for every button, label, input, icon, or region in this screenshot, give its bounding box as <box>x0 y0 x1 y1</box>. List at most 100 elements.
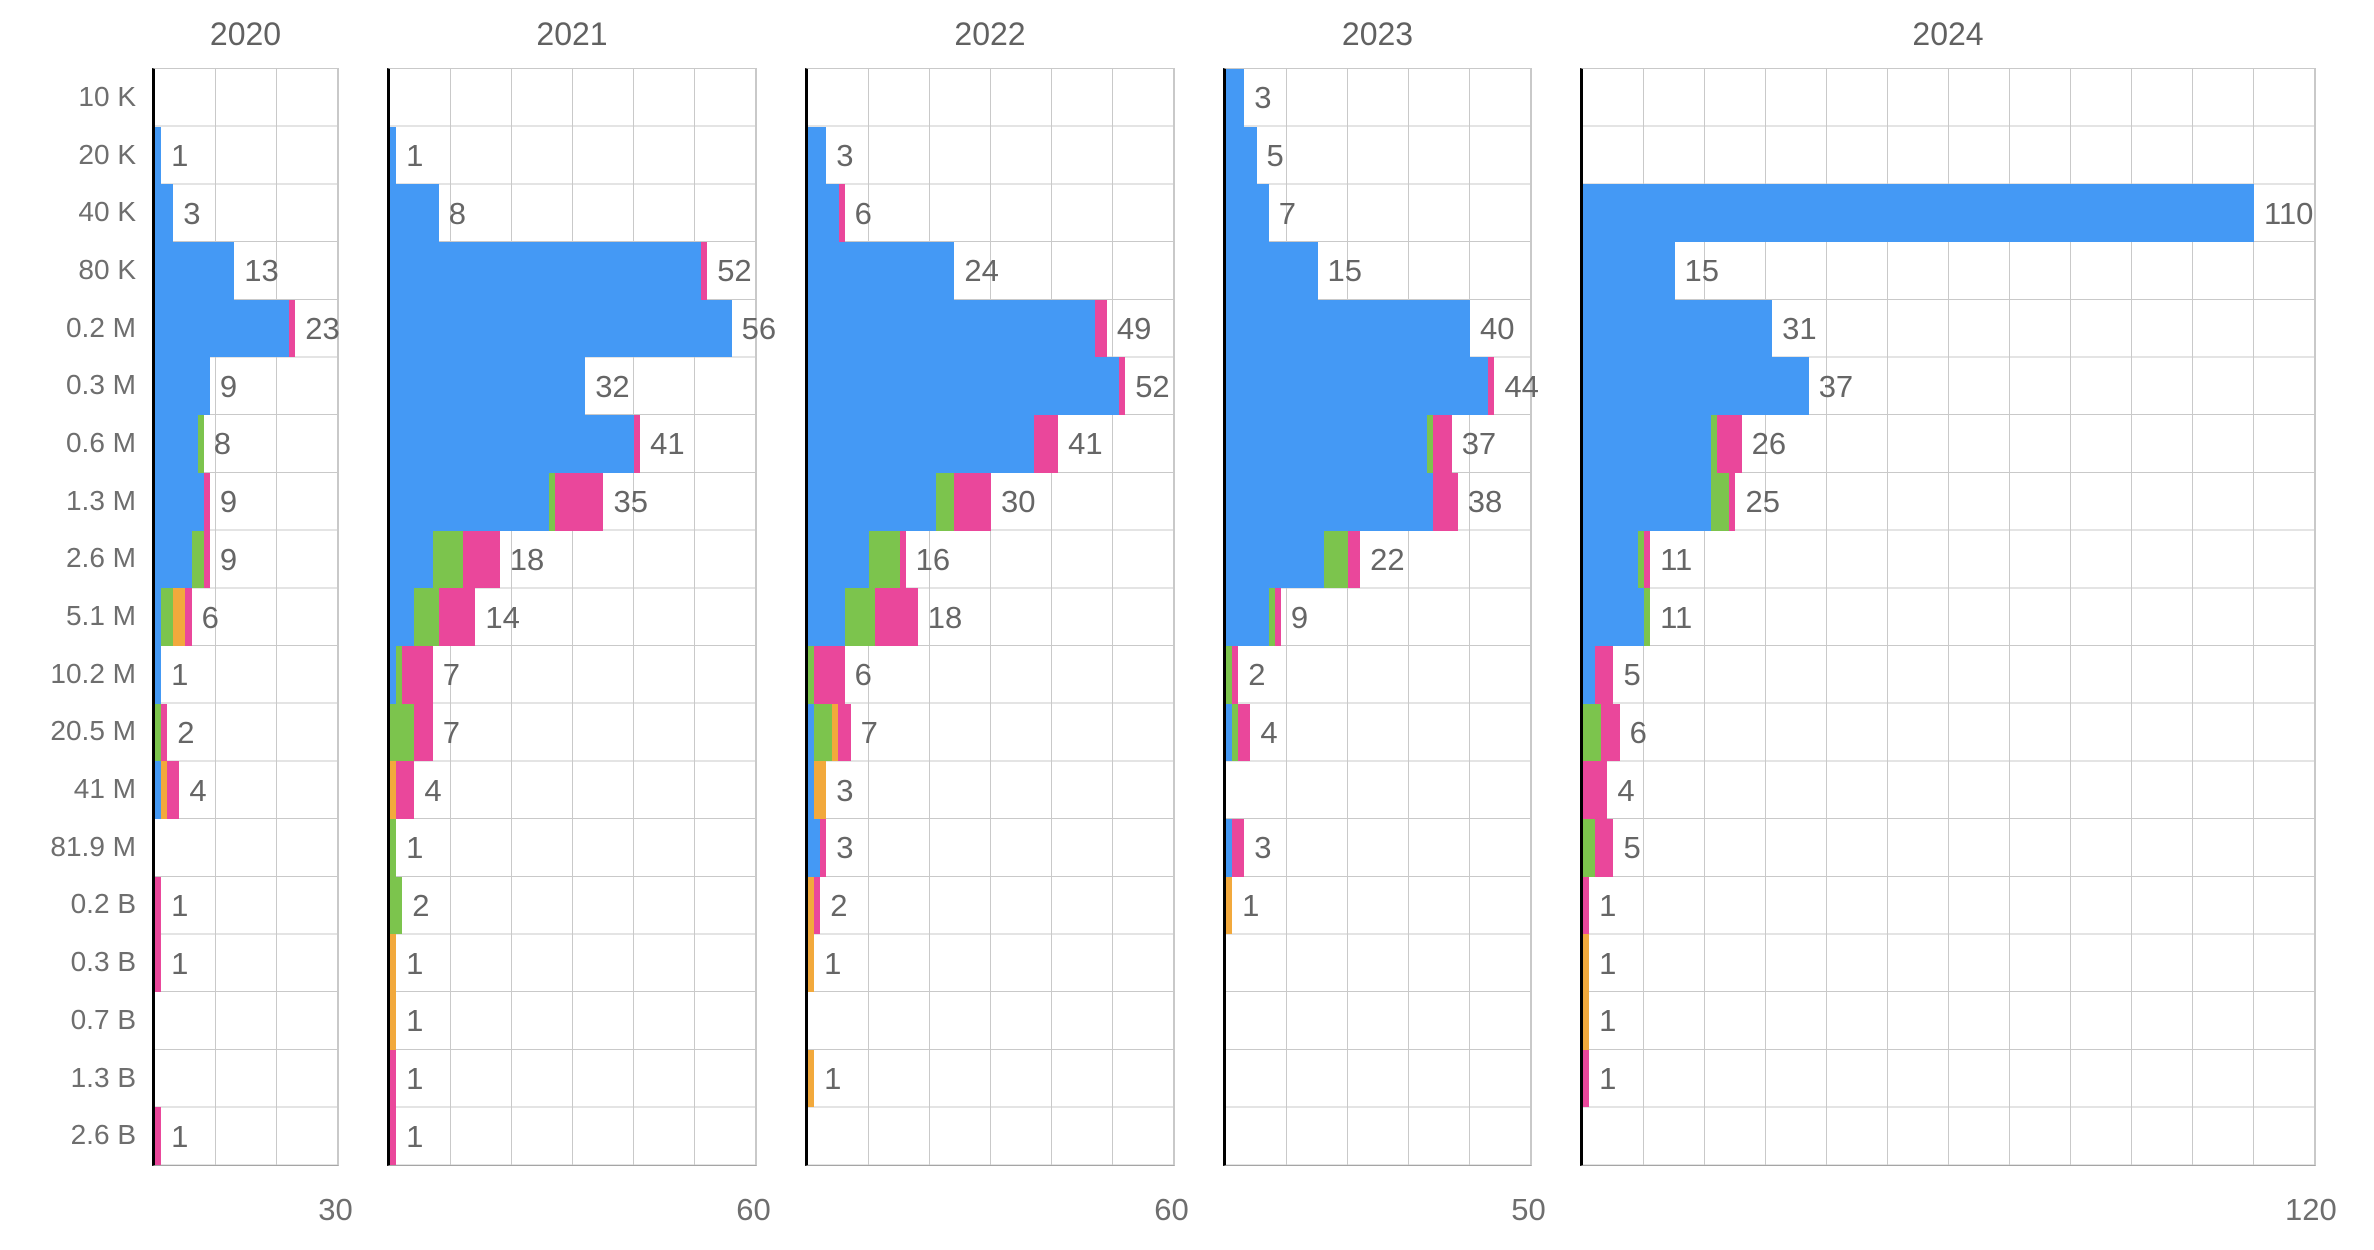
bar-segment-pink <box>1583 1049 1590 1108</box>
bar-segment-orange <box>832 703 839 762</box>
bar-segment-green <box>1427 415 1434 473</box>
bar-row <box>1583 127 2315 185</box>
bar-segment-blue <box>1226 703 1233 762</box>
y-axis-label: 0.2 B <box>70 888 136 920</box>
bar-segment-pink <box>820 818 827 877</box>
bar-value-label: 1 <box>406 830 424 866</box>
bar-row <box>155 1050 338 1108</box>
panel-title: 2021 <box>536 16 608 52</box>
bar-row: 3 <box>155 184 338 243</box>
bar-segment-blue <box>1226 818 1233 877</box>
panel-title: 2020 <box>209 16 282 52</box>
bar-value-label: 1 <box>406 138 424 174</box>
x-axis: 60 <box>387 1166 770 1230</box>
bar-value-label: 13 <box>244 253 279 289</box>
bar-value-label: 22 <box>1370 541 1405 577</box>
x-axis: 30 <box>152 1166 352 1230</box>
bar-row: 31 <box>1583 299 2315 358</box>
bar-segment-blue <box>808 530 869 589</box>
bar-segment-pink <box>1717 415 1742 473</box>
bar-row <box>390 69 756 127</box>
bar-segment-orange <box>814 761 827 819</box>
bar-value-label: 31 <box>1782 311 1817 347</box>
bar-row: 1 <box>155 1107 338 1166</box>
bar-segment-orange <box>1226 876 1233 935</box>
bar-row: 1 <box>1583 934 2315 992</box>
bar-row: 13 <box>155 242 338 300</box>
bar-row <box>1226 1107 1531 1165</box>
bar-row: 1 <box>808 934 1174 992</box>
bar-row: 18 <box>808 588 1174 646</box>
bar-segment-pink <box>1488 357 1495 416</box>
bar-segment-orange <box>173 588 186 646</box>
panel-title: 2022 <box>954 16 1026 52</box>
bar-value-label: 7 <box>442 657 460 693</box>
bar-value-label: 15 <box>1684 253 1719 289</box>
bar-row: 1 <box>390 934 756 992</box>
bar-value-label: 8 <box>448 195 467 231</box>
y-axis-labels: 10 K 20 K 40 K 80 K 0.2 M 0.3 M 0.6 M 1.3 M 2.6 … <box>0 0 152 1164</box>
bar-segment-green <box>414 588 439 646</box>
bar-value-label: 4 <box>189 772 207 808</box>
x-axis: 60 <box>805 1166 1188 1230</box>
bar-row: 18 <box>390 530 756 589</box>
bar-row: 4 <box>390 761 756 819</box>
bar-segment-pink <box>634 415 641 473</box>
bar-value-label: 8 <box>213 426 232 462</box>
bar-segment-blue <box>390 299 732 358</box>
x-axis: 50 <box>1223 1166 1545 1230</box>
bar-segment-blue <box>390 126 397 185</box>
bar-segment-blue <box>808 242 955 300</box>
bar-row: 8 <box>155 415 338 473</box>
panel-2020: 2020 1 3 13 23 9 8 9 9 6 1 2 4 1 1 1 30 <box>152 0 353 1230</box>
bar-segment-pink <box>390 1107 397 1166</box>
plot-area-2021: 1 8 52 56 32 41 35 18 14 7 7 4 1 2 1 1 1 1 <box>387 68 776 1167</box>
bar-segment-pink <box>701 242 708 300</box>
bar-row: 41 <box>390 415 756 473</box>
bar-segment-pink <box>203 472 210 531</box>
bar-segment-green <box>390 818 397 877</box>
bar-value-label: 23 <box>305 311 340 347</box>
bar-segment-pink <box>396 761 415 819</box>
bar-row: 11 <box>1583 588 2315 646</box>
bar-row: 1 <box>155 645 338 704</box>
plot-area-2024: 110 15 31 37 26 25 11 11 5 6 4 5 1 1 1 1 <box>1580 68 2316 1167</box>
bar-row: 22 <box>1226 530 1531 589</box>
bar-value-label: 1 <box>1599 1061 1617 1097</box>
bar-value-label: 18 <box>509 541 545 577</box>
y-axis-label: 41 M <box>73 773 136 805</box>
bar-row: 40 <box>1226 299 1531 358</box>
bar-value-label: 1 <box>824 1061 842 1097</box>
bar-segment-orange <box>808 934 815 992</box>
bar-row: 15 <box>1226 242 1531 300</box>
bar-segment-green <box>1711 472 1730 531</box>
bar-segment-pink <box>414 703 433 762</box>
bar-segment-pink <box>1238 703 1251 762</box>
bar-row: 30 <box>808 472 1174 531</box>
bar-value-label: 4 <box>424 772 442 808</box>
bar-segment-blue <box>1226 126 1257 185</box>
bar-segment-blue <box>155 761 162 819</box>
bar-value-label: 2 <box>1248 657 1266 693</box>
bar-value-label: 1 <box>171 138 189 174</box>
bar-segment-green <box>1637 530 1644 589</box>
bar-row: 2 <box>808 876 1174 935</box>
bar-value-label: 5 <box>1266 138 1284 174</box>
bar-segment-blue <box>155 588 162 646</box>
bar-row: 4 <box>1226 703 1531 762</box>
bar-segment-green <box>808 645 815 704</box>
bar-row: 1 <box>1583 876 2315 935</box>
bar-segment-blue <box>390 588 415 646</box>
bar-row: 16 <box>808 530 1174 589</box>
bar-segment-blue <box>390 472 549 531</box>
bar-row: 7 <box>808 703 1174 762</box>
bar-segment-blue <box>1226 242 1318 300</box>
bar-segment-blue <box>1583 588 1644 646</box>
bar-row: 7 <box>1226 184 1531 243</box>
bar-row <box>155 69 338 127</box>
bar-row <box>1583 1107 2315 1165</box>
bar-value-label: 52 <box>717 253 752 289</box>
bar-value-label: 9 <box>1290 599 1309 635</box>
bar-row <box>155 819 338 877</box>
bar-value-label: 11 <box>1660 541 1693 577</box>
